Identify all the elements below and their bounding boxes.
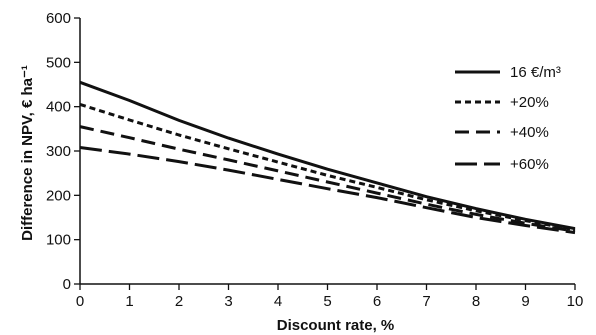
x-tick-label: 7 xyxy=(422,293,430,310)
legend-label-2: +20% xyxy=(510,94,549,111)
series-line-1 xyxy=(79,80,576,231)
x-tick-label: 4 xyxy=(274,293,282,310)
legend-label-1: 16 €/m³ xyxy=(510,64,561,81)
series-lines xyxy=(79,80,576,235)
y-tick-label: 600 xyxy=(46,10,71,27)
series-line-4 xyxy=(79,146,576,235)
y-tick-label: 300 xyxy=(46,143,71,160)
y-tick-label: 100 xyxy=(46,232,71,249)
legend-label-4: +60% xyxy=(510,156,549,173)
x-axis-title: Discount rate, % xyxy=(277,317,395,334)
y-tick-label: 500 xyxy=(46,54,71,71)
legend-label-3: +40% xyxy=(510,124,549,141)
x-tick-label: 3 xyxy=(224,293,232,310)
y-tick-label: 400 xyxy=(46,99,71,116)
x-tick-label: 2 xyxy=(175,293,183,310)
x-tick-label: 0 xyxy=(76,293,84,310)
y-tick-label: 0 xyxy=(63,276,71,293)
y-axis-ticks: 0 100 200 300 400 500 600 xyxy=(46,10,80,293)
series-line-2 xyxy=(79,102,576,232)
x-tick-label: 10 xyxy=(567,293,584,310)
y-axis-title: Difference in NPV, € ha⁻¹ xyxy=(19,65,36,241)
x-tick-label: 1 xyxy=(125,293,133,310)
x-tick-label: 9 xyxy=(521,293,529,310)
y-tick-label: 200 xyxy=(46,187,71,204)
series-line-3 xyxy=(79,125,576,233)
x-axis-ticks: 0 1 2 3 4 5 6 7 8 9 10 xyxy=(76,284,584,310)
legend: 16 €/m³ +20% +40% +60% xyxy=(455,64,561,173)
x-tick-label: 5 xyxy=(323,293,331,310)
x-tick-label: 8 xyxy=(472,293,480,310)
x-tick-label: 6 xyxy=(373,293,381,310)
